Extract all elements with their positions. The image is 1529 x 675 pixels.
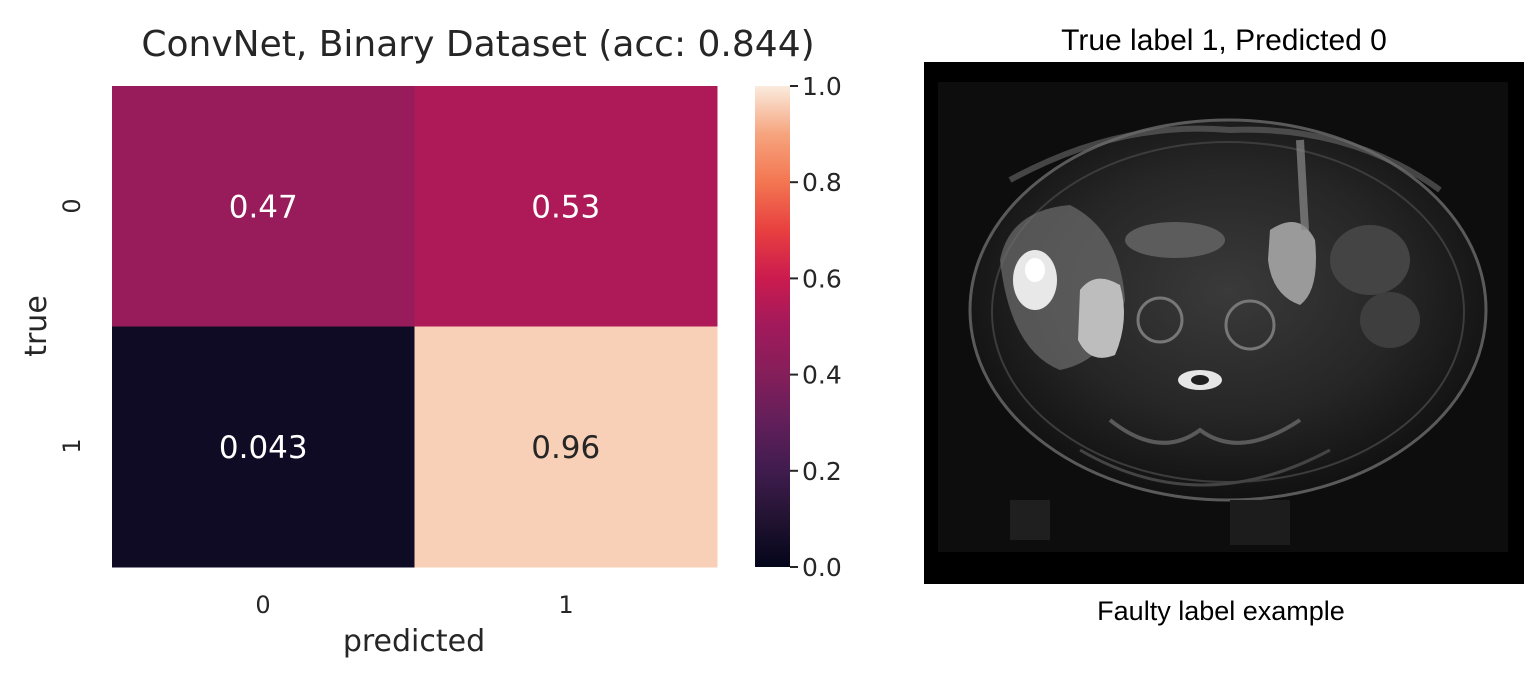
x-tick-label-1: 1: [558, 591, 573, 619]
colorbar-tick-label-0: 0.0: [802, 553, 842, 582]
heatmap-cell-1-1: [414, 326, 718, 568]
y-axis-label: true: [19, 295, 54, 357]
mri-scan-image: [924, 62, 1524, 584]
colorbar-tick-label-3: 0.6: [802, 264, 842, 293]
heatmap-cell-1-0: [112, 326, 415, 568]
heatmap-cell-0-1: [414, 86, 718, 327]
heatmap-value-0-0: 0.47: [229, 189, 298, 225]
image-caption: Faulty label example: [1097, 596, 1345, 626]
x-axis-label: predicted: [343, 624, 485, 659]
heatmap-value-0-1: 0.53: [531, 189, 600, 225]
heatmap-value-1-0: 0.043: [219, 430, 308, 466]
colorbar-tick-label-4: 0.8: [802, 168, 842, 197]
chart-title: ConvNet, Binary Dataset (acc: 0.844): [141, 24, 814, 65]
y-tick-label-0: 0: [58, 198, 86, 213]
colorbar: [755, 86, 790, 567]
y-tick-label-1: 1: [58, 438, 86, 453]
heatmap-cell-0-0: [112, 86, 415, 327]
heatmap-value-1-1: 0.96: [531, 430, 600, 466]
colorbar-tick-label-1: 0.2: [802, 457, 842, 486]
x-tick-label-0: 0: [255, 591, 270, 619]
image-title: True label 1, Predicted 0: [1061, 24, 1387, 57]
colorbar-tick-label-2: 0.4: [802, 361, 842, 390]
heatmap-cells: 0.47 0.53 0.043 0.96: [112, 86, 718, 568]
colorbar-ticks: 0.0 0.2 0.4 0.6 0.8 1.0: [790, 72, 842, 582]
colorbar-tick-label-5: 1.0: [802, 72, 842, 101]
